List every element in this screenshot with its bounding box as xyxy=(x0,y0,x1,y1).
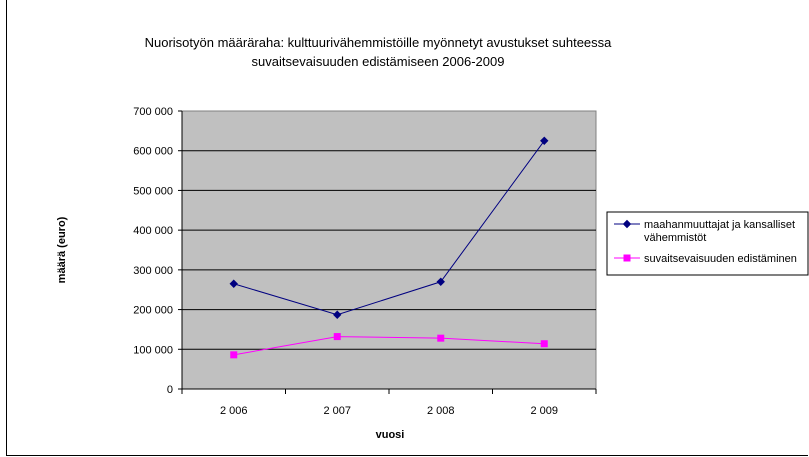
y-tick-label: 600 000 xyxy=(133,146,173,158)
legend-label: vähemmistöt xyxy=(644,232,706,244)
y-tick-label: 300 000 xyxy=(133,265,173,277)
x-tick-label: 2 008 xyxy=(427,405,455,417)
x-axis: 2 006 2 007 2 008 2 009 xyxy=(181,111,597,417)
y-tick-label: 400 000 xyxy=(133,225,173,237)
x-tick-label: 2 007 xyxy=(323,405,351,417)
legend-box xyxy=(606,211,809,276)
data-point xyxy=(623,254,631,262)
series-2 xyxy=(230,333,548,359)
y-axis-tick-labels: 0 100 000 200 000 300 000 400 000 500 000 600 … xyxy=(133,106,182,396)
gridlines xyxy=(182,150,596,350)
data-point xyxy=(333,310,342,319)
legend-entry: maahanmuuttajat ja kansallisetvähemmistö… xyxy=(614,219,795,244)
y-tick-label: 700 000 xyxy=(133,106,173,118)
data-point xyxy=(229,279,238,288)
legend-label: maahanmuuttajat ja kansalliset xyxy=(644,219,795,231)
legend-label: suvaitsevaisuuden edistäminen xyxy=(644,253,797,265)
y-tick-label: 200 000 xyxy=(133,305,173,317)
x-axis-title: vuosi xyxy=(376,429,405,441)
chart-title-line-2: suvaitsevaisuuden edistämiseen 2006-2009 xyxy=(252,54,505,69)
plot-area xyxy=(181,110,597,390)
series-layer xyxy=(229,136,549,359)
y-tick-label: 0 xyxy=(167,384,173,396)
data-point xyxy=(333,333,341,341)
data-point xyxy=(540,340,548,348)
data-point xyxy=(622,219,632,229)
series-line xyxy=(233,140,545,316)
data-point xyxy=(437,334,445,342)
x-tick-label: 2 009 xyxy=(530,405,558,417)
x-tick-label: 2 006 xyxy=(220,405,248,417)
y-tick-label: 500 000 xyxy=(133,185,173,197)
series-1 xyxy=(229,136,549,319)
series-line xyxy=(233,336,545,356)
data-point xyxy=(436,277,445,286)
y-tick-label: 100 000 xyxy=(133,344,173,356)
legend: maahanmuuttajat ja kansallisetvähemmistö… xyxy=(606,211,809,276)
chart-area xyxy=(6,0,808,456)
legend-entry: suvaitsevaisuuden edistäminen xyxy=(614,253,797,265)
data-point xyxy=(230,351,238,359)
y-axis-title: määrä (euro) xyxy=(56,216,68,283)
data-point xyxy=(540,136,549,145)
chart-title-line-1: Nuorisotyön määräraha: kulttuurivähemmis… xyxy=(145,35,613,50)
